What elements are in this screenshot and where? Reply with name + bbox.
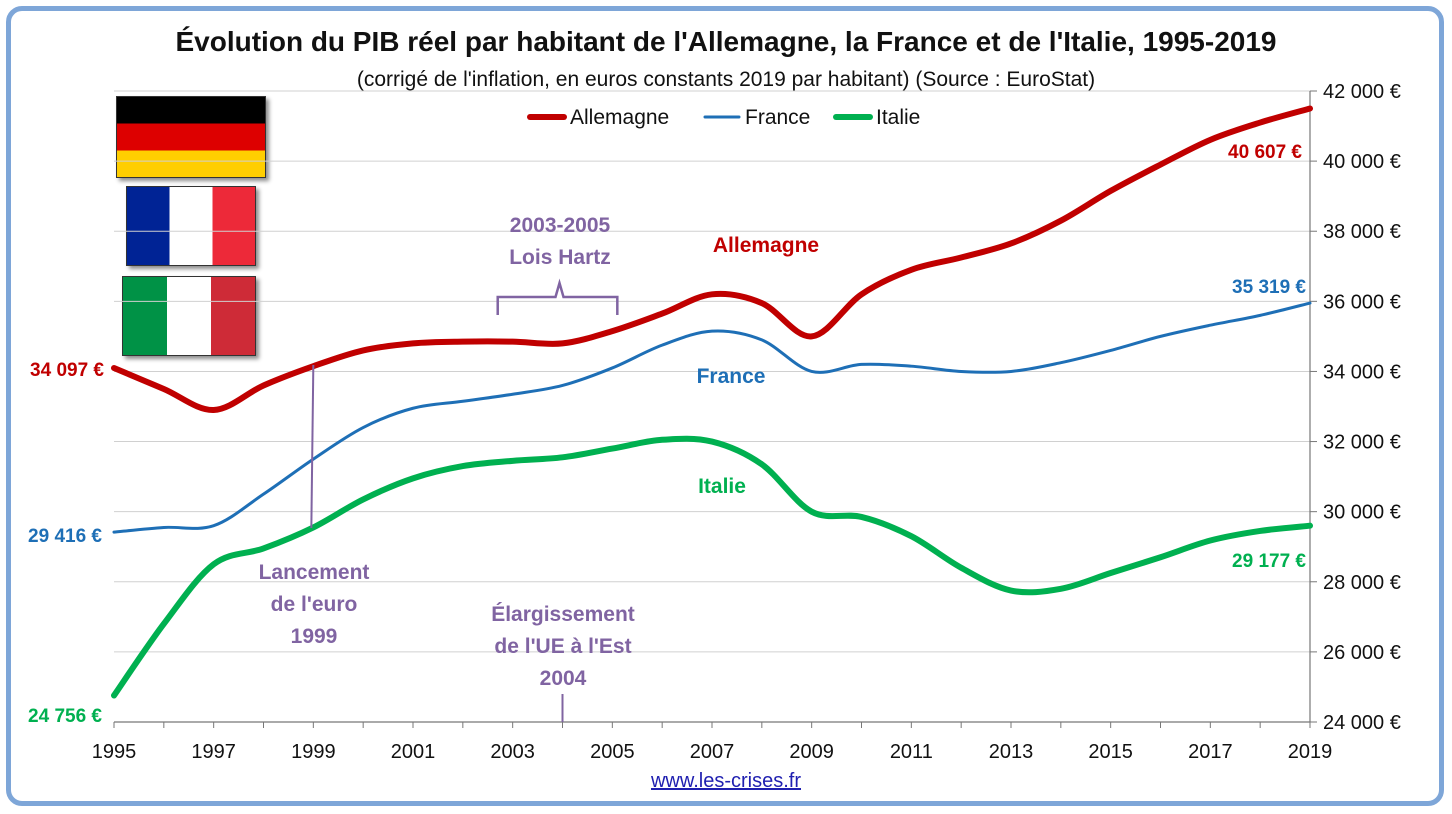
y-tick-label: 30 000 € (1323, 502, 1401, 524)
y-tick-label: 32 000 € (1323, 432, 1401, 454)
source-link[interactable]: www.les-crises.fr (650, 770, 801, 792)
flag-italie (122, 276, 256, 356)
x-tick-label: 2019 (1288, 741, 1333, 763)
series-line-france (112, 301, 1312, 534)
x-tick-label: 2015 (1088, 741, 1133, 763)
end-label-france: 35 319 € (1232, 277, 1306, 298)
x-tick-label: 2001 (391, 741, 436, 763)
inline-label-allemagne: Allemagne (713, 234, 819, 257)
annotation-euro-text: 1999 (291, 625, 338, 648)
annotation-eu-text: Élargissement (491, 603, 635, 626)
annotation-eu-text: de l'UE à l'Est (494, 635, 631, 658)
start-label-allemagne: 34 097 € (30, 360, 104, 381)
x-tick-label: 2005 (590, 741, 635, 763)
euro-launch-marker (310, 364, 315, 529)
y-tick-label: 36 000 € (1323, 291, 1401, 313)
annotation-hartz-text: 2003-2005 (510, 214, 611, 237)
end-label-allemagne: 40 607 € (1228, 142, 1302, 163)
x-tick-label: 2009 (789, 741, 834, 763)
x-tick-label: 2013 (989, 741, 1034, 763)
x-tick-label: 1995 (92, 741, 137, 763)
legend-label-italie: Italie (876, 106, 920, 129)
start-label-france: 29 416 € (28, 526, 102, 547)
chart-subtitle: (corrigé de l'inflation, en euros consta… (356, 68, 1096, 91)
x-tick-label: 2011 (890, 741, 933, 763)
flag-france (126, 186, 256, 266)
series-line-italie (111, 435, 1313, 699)
annotation-euro-text: Lancement (259, 561, 370, 584)
x-tick-label: 2007 (690, 741, 735, 763)
y-tick-label: 28 000 € (1323, 572, 1401, 594)
hartz-brace (496, 278, 619, 315)
inline-label-italie: Italie (698, 475, 746, 498)
x-tick-label: 1999 (291, 741, 336, 763)
y-tick-label: 24 000 € (1323, 712, 1401, 734)
end-label-italie: 29 177 € (1232, 551, 1306, 572)
x-tick-label: 2017 (1188, 741, 1233, 763)
y-tick-label: 26 000 € (1323, 642, 1401, 664)
legend-label-allemagne: Allemagne (570, 106, 669, 129)
y-tick-label: 34 000 € (1323, 361, 1401, 383)
annotation-hartz-text: Lois Hartz (509, 246, 611, 269)
y-tick-label: 38 000 € (1323, 221, 1401, 243)
y-tick-label: 40 000 € (1323, 151, 1401, 173)
chart-title: Évolution du PIB réel par habitant de l'… (175, 26, 1277, 57)
flag-allemagne (116, 96, 266, 178)
annotation-euro-text: de l'euro (271, 593, 358, 616)
legend-label-france: France (745, 106, 810, 129)
y-tick-label: 42 000 € (1323, 81, 1401, 103)
x-tick-label: 1997 (191, 741, 236, 763)
annotation-eu-text: 2004 (540, 667, 587, 690)
start-label-italie: 24 756 € (28, 706, 102, 727)
inline-label-france: France (697, 365, 766, 388)
x-tick-label: 2003 (490, 741, 535, 763)
